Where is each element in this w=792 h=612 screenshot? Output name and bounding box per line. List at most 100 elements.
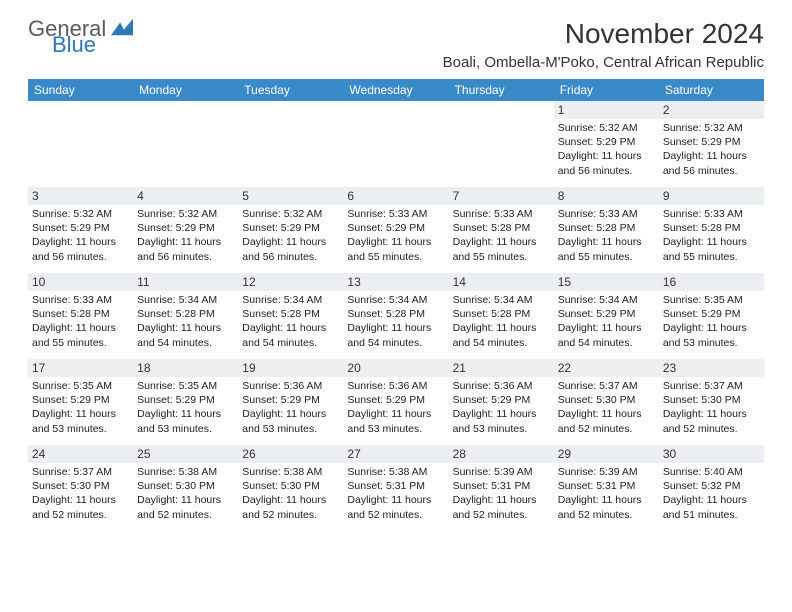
sunset-line: Sunset: 5:28 PM xyxy=(453,307,550,321)
weekday-header: Sunday xyxy=(28,79,133,101)
weekday-header: Monday xyxy=(133,79,238,101)
day-details: Sunrise: 5:38 AMSunset: 5:30 PMDaylight:… xyxy=(133,463,238,528)
calendar-day-cell: 29Sunrise: 5:39 AMSunset: 5:31 PMDayligh… xyxy=(554,445,659,531)
sunrise-line: Sunrise: 5:34 AM xyxy=(453,293,550,307)
daylight-line: Daylight: 11 hours and 56 minutes. xyxy=(663,149,760,177)
calendar-table: Sunday Monday Tuesday Wednesday Thursday… xyxy=(28,79,764,531)
day-number: 11 xyxy=(133,273,238,291)
weekday-header: Friday xyxy=(554,79,659,101)
calendar-day-cell: 1Sunrise: 5:32 AMSunset: 5:29 PMDaylight… xyxy=(554,101,659,187)
daylight-line: Daylight: 11 hours and 52 minutes. xyxy=(347,493,444,521)
day-details: Sunrise: 5:35 AMSunset: 5:29 PMDaylight:… xyxy=(28,377,133,442)
calendar-day-cell: 12Sunrise: 5:34 AMSunset: 5:28 PMDayligh… xyxy=(238,273,343,359)
day-details: Sunrise: 5:39 AMSunset: 5:31 PMDaylight:… xyxy=(554,463,659,528)
daylight-line: Daylight: 11 hours and 52 minutes. xyxy=(663,407,760,435)
sunrise-line: Sunrise: 5:34 AM xyxy=(137,293,234,307)
sunset-line: Sunset: 5:29 PM xyxy=(137,393,234,407)
calendar-day-cell: 11 Sunrise: 5:34 AMSunset: 5:28 PMDayligh… xyxy=(133,273,238,359)
day-number: 26 xyxy=(238,445,343,463)
sunset-line: Sunset: 5:29 PM xyxy=(663,307,760,321)
calendar-day-cell: 3Sunrise: 5:32 AMSunset: 5:29 PMDaylight… xyxy=(28,187,133,273)
day-details: Sunrise: 5:32 AMSunset: 5:29 PMDaylight:… xyxy=(659,119,764,184)
day-details: Sunrise: 5:35 AMSunset: 5:29 PMDaylight:… xyxy=(659,291,764,356)
day-details: Sunrise: 5:36 AMSunset: 5:29 PMDaylight:… xyxy=(238,377,343,442)
daylight-line: Daylight: 11 hours and 51 minutes. xyxy=(663,493,760,521)
sunrise-line: Sunrise: 5:35 AM xyxy=(137,379,234,393)
day-details: Sunrise: 5:36 AMSunset: 5:29 PMDaylight:… xyxy=(449,377,554,442)
daylight-line: Daylight: 11 hours and 56 minutes. xyxy=(32,235,129,263)
sunset-line: Sunset: 5:30 PM xyxy=(242,479,339,493)
calendar-day-cell: 26Sunrise: 5:38 AMSunset: 5:30 PMDayligh… xyxy=(238,445,343,531)
calendar-day-cell: 5Sunrise: 5:32 AMSunset: 5:29 PMDaylight… xyxy=(238,187,343,273)
calendar-day-cell: 2Sunrise: 5:32 AMSunset: 5:29 PMDaylight… xyxy=(659,101,764,187)
day-details: Sunrise: 5:33 AMSunset: 5:28 PMDaylight:… xyxy=(28,291,133,356)
sunset-line: Sunset: 5:28 PM xyxy=(663,221,760,235)
sunset-line: Sunset: 5:30 PM xyxy=(558,393,655,407)
sunset-line: Sunset: 5:30 PM xyxy=(32,479,129,493)
calendar-day-cell: 13Sunrise: 5:34 AMSunset: 5:28 PMDayligh… xyxy=(343,273,448,359)
daylight-line: Daylight: 11 hours and 56 minutes. xyxy=(242,235,339,263)
sunrise-line: Sunrise: 5:38 AM xyxy=(347,465,444,479)
day-number: 4 xyxy=(133,187,238,205)
day-number: 30 xyxy=(659,445,764,463)
daylight-line: Daylight: 11 hours and 52 minutes. xyxy=(558,407,655,435)
daylight-line: Daylight: 11 hours and 54 minutes. xyxy=(558,321,655,349)
daylight-line: Daylight: 11 hours and 56 minutes. xyxy=(137,235,234,263)
day-number: 9 xyxy=(659,187,764,205)
sunset-line: Sunset: 5:29 PM xyxy=(347,393,444,407)
sunrise-line: Sunrise: 5:32 AM xyxy=(242,207,339,221)
day-number: 3 xyxy=(28,187,133,205)
calendar-day-cell: 22Sunrise: 5:37 AMSunset: 5:30 PMDayligh… xyxy=(554,359,659,445)
day-number: 20 xyxy=(343,359,448,377)
sunrise-line: Sunrise: 5:32 AM xyxy=(663,121,760,135)
day-details: Sunrise: 5:38 AMSunset: 5:30 PMDaylight:… xyxy=(238,463,343,528)
day-details: Sunrise: 5:32 AMSunset: 5:29 PMDaylight:… xyxy=(28,205,133,270)
calendar-day-cell: 24Sunrise: 5:37 AMSunset: 5:30 PMDayligh… xyxy=(28,445,133,531)
day-number: 28 xyxy=(449,445,554,463)
sunset-line: Sunset: 5:32 PM xyxy=(663,479,760,493)
sunset-line: Sunset: 5:28 PM xyxy=(137,307,234,321)
day-number: 15 xyxy=(554,273,659,291)
daylight-line: Daylight: 11 hours and 54 minutes. xyxy=(137,321,234,349)
day-number: 27 xyxy=(343,445,448,463)
location-subtitle: Boali, Ombella-M'Poko, Central African R… xyxy=(443,54,764,71)
daylight-line: Daylight: 11 hours and 55 minutes. xyxy=(453,235,550,263)
daylight-line: Daylight: 11 hours and 55 minutes. xyxy=(32,321,129,349)
calendar-day-cell xyxy=(343,101,448,187)
sunset-line: Sunset: 5:28 PM xyxy=(242,307,339,321)
sunrise-line: Sunrise: 5:34 AM xyxy=(347,293,444,307)
daylight-line: Daylight: 11 hours and 54 minutes. xyxy=(453,321,550,349)
calendar-week-row: 17Sunrise: 5:35 AMSunset: 5:29 PMDayligh… xyxy=(28,359,764,445)
day-details: Sunrise: 5:34 AMSunset: 5:28 PMDaylight:… xyxy=(343,291,448,356)
weekday-header: Wednesday xyxy=(343,79,448,101)
day-details: Sunrise: 5:38 AMSunset: 5:31 PMDaylight:… xyxy=(343,463,448,528)
day-number: 1 xyxy=(554,101,659,119)
sunset-line: Sunset: 5:29 PM xyxy=(453,393,550,407)
sunrise-line: Sunrise: 5:38 AM xyxy=(137,465,234,479)
day-details: Sunrise: 5:32 AMSunset: 5:29 PMDaylight:… xyxy=(554,119,659,184)
calendar-day-cell: 6Sunrise: 5:33 AMSunset: 5:29 PMDaylight… xyxy=(343,187,448,273)
day-number: 22 xyxy=(554,359,659,377)
sunrise-line: Sunrise: 5:35 AM xyxy=(32,379,129,393)
day-details: Sunrise: 5:37 AMSunset: 5:30 PMDaylight:… xyxy=(659,377,764,442)
weekday-header-row: Sunday Monday Tuesday Wednesday Thursday… xyxy=(28,79,764,101)
sunset-line: Sunset: 5:29 PM xyxy=(32,393,129,407)
day-number: 29 xyxy=(554,445,659,463)
calendar-day-cell: 17Sunrise: 5:35 AMSunset: 5:29 PMDayligh… xyxy=(28,359,133,445)
sunset-line: Sunset: 5:30 PM xyxy=(663,393,760,407)
day-details: Sunrise: 5:40 AMSunset: 5:32 PMDaylight:… xyxy=(659,463,764,528)
calendar-day-cell: 23Sunrise: 5:37 AMSunset: 5:30 PMDayligh… xyxy=(659,359,764,445)
daylight-line: Daylight: 11 hours and 53 minutes. xyxy=(32,407,129,435)
day-number: 17 xyxy=(28,359,133,377)
title-block: November 2024 Boali, Ombella-M'Poko, Cen… xyxy=(443,18,764,71)
calendar-day-cell xyxy=(133,101,238,187)
daylight-line: Daylight: 11 hours and 54 minutes. xyxy=(347,321,444,349)
sunset-line: Sunset: 5:29 PM xyxy=(558,307,655,321)
sunrise-line: Sunrise: 5:37 AM xyxy=(32,465,129,479)
day-details: Sunrise: 5:32 AMSunset: 5:29 PMDaylight:… xyxy=(238,205,343,270)
daylight-line: Daylight: 11 hours and 53 minutes. xyxy=(137,407,234,435)
daylight-line: Daylight: 11 hours and 55 minutes. xyxy=(663,235,760,263)
sunrise-line: Sunrise: 5:39 AM xyxy=(453,465,550,479)
weekday-header: Tuesday xyxy=(238,79,343,101)
calendar-day-cell: 30Sunrise: 5:40 AMSunset: 5:32 PMDayligh… xyxy=(659,445,764,531)
